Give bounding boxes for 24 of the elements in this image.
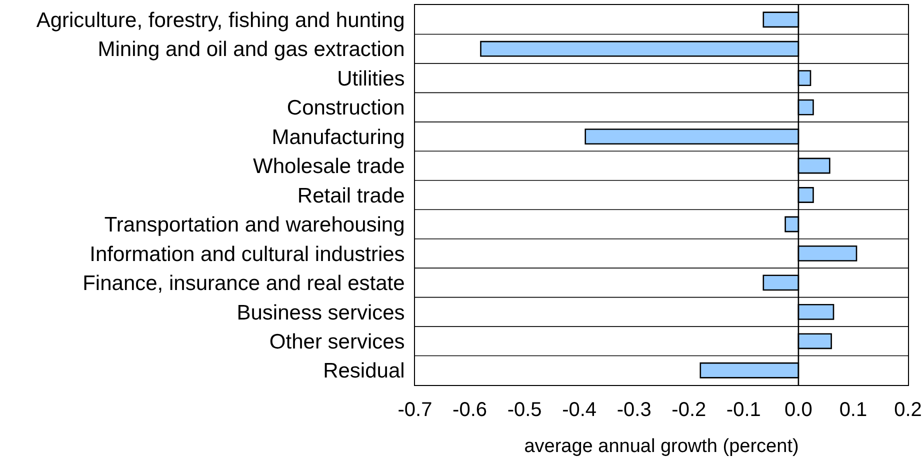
x-tick-label: -0.2 [672,399,706,421]
y-tick-label: Transportation and warehousing [104,214,405,237]
y-tick-label: Agriculture, forestry, fishing and hunting [36,8,405,32]
y-tick-label: Wholesale trade [253,155,405,178]
y-tick-label: Retail trade [297,184,405,208]
y-tick-label: Construction [286,96,405,120]
x-tick-label: 0.0 [784,399,812,421]
x-tick-label: -0.1 [726,399,761,421]
x-tick-label: -0.5 [507,399,542,421]
x-axis-title: average annual growth (percent) [524,436,799,457]
y-tick-label: Business services [236,301,405,324]
y-tick-label: Mining and oil and gas extraction [98,38,405,62]
y-tick-label: Other services [269,330,405,354]
x-tick-label: -0.4 [562,399,597,421]
x-tick-label: -0.7 [398,399,432,421]
x-tick-label: -0.3 [616,399,652,421]
y-tick-label: Information and cultural industries [90,242,405,266]
y-tick-label: Utilities [337,67,405,90]
y-tick-label: Manufacturing [272,126,405,149]
x-tick-label: 0.2 [894,399,922,421]
x-tick-label: 0.1 [839,399,868,421]
x-tick-label: -0.6 [452,399,488,421]
y-tick-label: Finance, insurance and real estate [82,272,405,296]
y-tick-label: Residual [323,360,405,383]
